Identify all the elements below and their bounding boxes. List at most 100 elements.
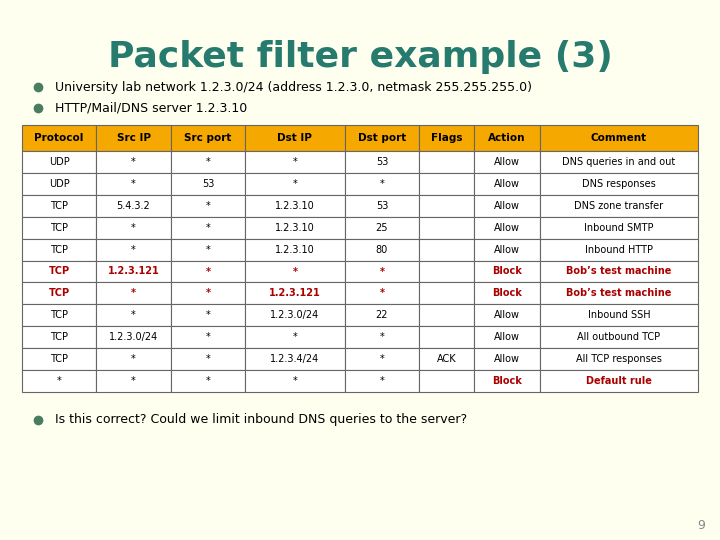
Text: *: * — [205, 354, 210, 364]
Bar — [22, 125, 96, 151]
Bar — [245, 326, 345, 348]
Text: 1.2.3.121: 1.2.3.121 — [108, 267, 159, 276]
Bar — [419, 370, 474, 392]
Bar — [345, 260, 419, 282]
Text: UDP: UDP — [49, 179, 70, 189]
Bar — [245, 217, 345, 239]
Bar — [474, 173, 540, 195]
Text: TCP: TCP — [49, 288, 70, 299]
Text: *: * — [292, 376, 297, 386]
Text: Inbound HTTP: Inbound HTTP — [585, 245, 653, 254]
Bar — [345, 348, 419, 370]
Text: Packet filter example (3): Packet filter example (3) — [107, 40, 613, 74]
Bar — [96, 195, 171, 217]
Text: 1.2.3.10: 1.2.3.10 — [275, 245, 315, 254]
Bar — [96, 326, 171, 348]
Text: *: * — [205, 376, 210, 386]
Text: 22: 22 — [376, 310, 388, 320]
Text: TCP: TCP — [50, 310, 68, 320]
Bar — [540, 151, 698, 173]
Bar — [96, 348, 171, 370]
Bar — [419, 260, 474, 282]
Bar — [22, 239, 96, 260]
Text: 1.2.3.121: 1.2.3.121 — [269, 288, 321, 299]
Text: TCP: TCP — [49, 267, 70, 276]
Bar — [540, 260, 698, 282]
Text: Bob’s test machine: Bob’s test machine — [567, 267, 672, 276]
Text: 1.2.3.0/24: 1.2.3.0/24 — [270, 310, 320, 320]
Text: *: * — [379, 267, 384, 276]
Text: *: * — [205, 310, 210, 320]
Bar — [474, 348, 540, 370]
Bar — [22, 195, 96, 217]
Text: Inbound SSH: Inbound SSH — [588, 310, 650, 320]
Text: *: * — [131, 288, 136, 299]
Bar — [22, 348, 96, 370]
Text: TCP: TCP — [50, 332, 68, 342]
Bar — [245, 173, 345, 195]
Text: 1.2.3.4/24: 1.2.3.4/24 — [270, 354, 320, 364]
Text: TCP: TCP — [50, 354, 68, 364]
Bar — [474, 195, 540, 217]
Text: All outbound TCP: All outbound TCP — [577, 332, 660, 342]
Bar — [96, 260, 171, 282]
Bar — [345, 173, 419, 195]
Bar — [22, 173, 96, 195]
Bar — [171, 125, 245, 151]
Bar — [171, 195, 245, 217]
Text: *: * — [131, 376, 136, 386]
Text: Block: Block — [492, 267, 522, 276]
Bar — [96, 370, 171, 392]
Bar — [540, 348, 698, 370]
Text: Action: Action — [488, 133, 526, 143]
Bar — [540, 217, 698, 239]
Bar — [245, 305, 345, 326]
Text: 9: 9 — [697, 519, 705, 532]
Text: *: * — [205, 245, 210, 254]
Text: Block: Block — [492, 288, 522, 299]
Bar — [22, 326, 96, 348]
Bar — [345, 217, 419, 239]
Text: Allow: Allow — [494, 332, 520, 342]
Bar — [345, 370, 419, 392]
Bar — [474, 239, 540, 260]
Text: *: * — [131, 179, 136, 189]
Bar — [540, 125, 698, 151]
Text: *: * — [131, 354, 136, 364]
Bar — [474, 282, 540, 305]
Text: Block: Block — [492, 376, 522, 386]
Text: Default rule: Default rule — [586, 376, 652, 386]
Bar — [540, 195, 698, 217]
Bar — [96, 173, 171, 195]
Bar — [171, 260, 245, 282]
Bar — [96, 282, 171, 305]
Bar — [345, 305, 419, 326]
Text: Allow: Allow — [494, 201, 520, 211]
Bar — [22, 260, 96, 282]
Bar — [171, 217, 245, 239]
Text: 5.4.3.2: 5.4.3.2 — [117, 201, 150, 211]
Bar — [540, 305, 698, 326]
Bar — [22, 370, 96, 392]
Bar — [96, 305, 171, 326]
Bar — [22, 282, 96, 305]
Bar — [419, 151, 474, 173]
Text: TCP: TCP — [50, 245, 68, 254]
Text: Src port: Src port — [184, 133, 232, 143]
Bar — [419, 173, 474, 195]
Text: 80: 80 — [376, 245, 388, 254]
Bar — [474, 326, 540, 348]
Text: *: * — [292, 332, 297, 342]
Text: 1.2.3.0/24: 1.2.3.0/24 — [109, 332, 158, 342]
Text: Protocol: Protocol — [35, 133, 84, 143]
Bar — [96, 217, 171, 239]
Bar — [245, 370, 345, 392]
Bar — [171, 282, 245, 305]
Bar — [474, 370, 540, 392]
Text: All TCP responses: All TCP responses — [576, 354, 662, 364]
Text: *: * — [205, 201, 210, 211]
Bar — [419, 239, 474, 260]
Text: Bob’s test machine: Bob’s test machine — [567, 288, 672, 299]
Bar — [245, 282, 345, 305]
Text: Is this correct? Could we limit inbound DNS queries to the server?: Is this correct? Could we limit inbound … — [55, 414, 467, 427]
